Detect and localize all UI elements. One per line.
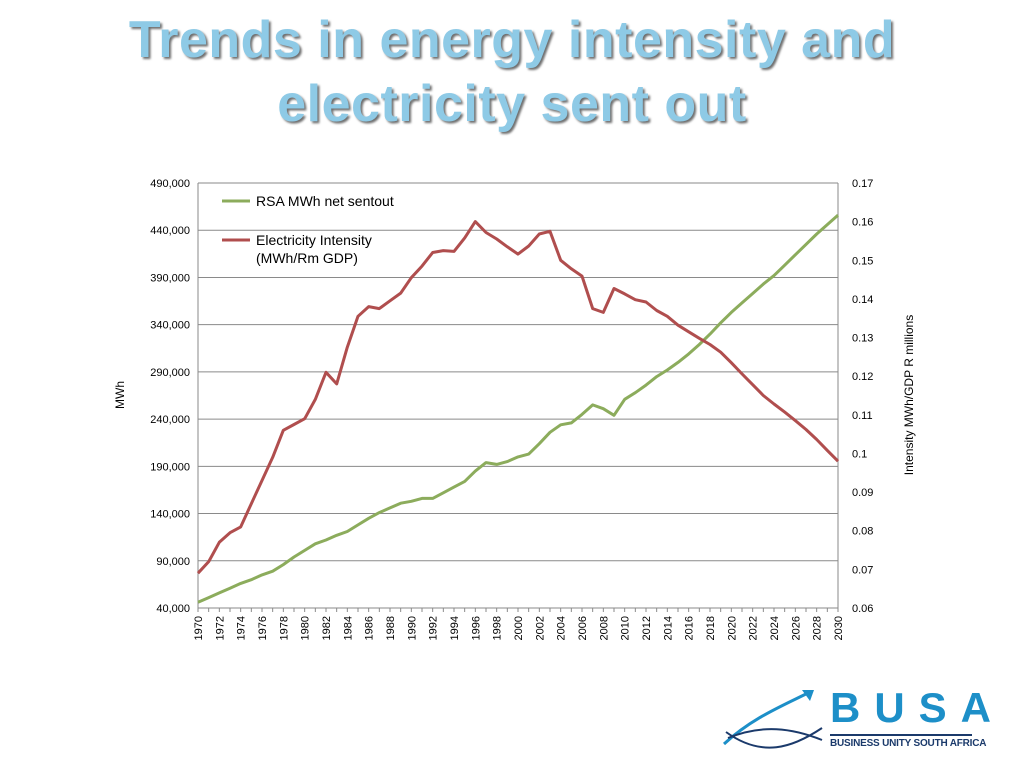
x-tick-label: 1980 xyxy=(300,616,312,640)
x-tick-label: 2024 xyxy=(769,616,781,640)
x-tick-label: 2020 xyxy=(726,616,738,640)
x-tick-label: 1976 xyxy=(257,616,269,640)
x-tick-label: 2006 xyxy=(577,616,589,640)
slide-title-line2: electricity sent out xyxy=(277,75,747,133)
x-tick-label: 1992 xyxy=(428,616,440,640)
busa-swoosh-icon xyxy=(722,690,823,749)
y2-tick-label: 0.12 xyxy=(852,371,873,383)
series-line-intensity xyxy=(196,220,840,575)
y2-tick-label: 0.16 xyxy=(852,217,873,229)
y2-tick-label: 0.11 xyxy=(852,410,873,422)
x-tick-label: 2002 xyxy=(534,616,546,640)
y2-tick-label: 0.15 xyxy=(852,255,873,267)
x-tick-label: 2004 xyxy=(556,616,568,640)
slide-title: Trends in energy intensity and electrici… xyxy=(0,8,1024,136)
x-tick-label: 2000 xyxy=(513,616,525,640)
y-tick-label: 190,000 xyxy=(150,461,190,473)
x-tick-label: 1996 xyxy=(470,616,482,640)
y2-tick-label: 0.14 xyxy=(852,294,873,306)
x-tick-label: 1972 xyxy=(214,616,226,640)
slide-title-line1: Trends in energy intensity and xyxy=(128,11,896,69)
y-tick-label: 340,000 xyxy=(150,320,190,332)
y2-axis-title: Intensity MWh/GDP R millions xyxy=(902,315,916,475)
legend-label-line: Electricity Intensity xyxy=(256,232,372,248)
y2-tick-label: 0.09 xyxy=(852,487,873,499)
series-line-sentout xyxy=(197,213,839,604)
y2-tick-label: 0.17 xyxy=(852,178,873,190)
y-tick-label: 490,000 xyxy=(150,178,190,190)
y-tick-label: 40,000 xyxy=(156,603,190,615)
logo-tagline: BUSINESS UNITY SOUTH AFRICA xyxy=(830,734,986,749)
legend-label: RSA MWh net sentout xyxy=(256,193,394,209)
x-tick-label: 1974 xyxy=(236,616,248,640)
x-tick-label: 1998 xyxy=(492,616,504,640)
x-tick-label: 2016 xyxy=(684,616,696,640)
x-tick-label: 2026 xyxy=(790,616,802,640)
y-tick-label: 90,000 xyxy=(156,556,190,568)
x-tick-label: 2030 xyxy=(833,616,845,640)
y-tick-label: 390,000 xyxy=(150,272,190,284)
x-tick-label: 1978 xyxy=(278,616,290,640)
y-tick-label: 240,000 xyxy=(150,414,190,426)
y-axis-title: MWh xyxy=(113,381,127,409)
y2-tick-label: 0.1 xyxy=(852,448,867,460)
x-tick-label: 2018 xyxy=(705,616,717,640)
legend-label-line: RSA MWh net sentout xyxy=(256,193,394,209)
y-tick-label: 440,000 xyxy=(150,225,190,237)
y2-tick-label: 0.13 xyxy=(852,333,873,345)
y2-tick-label: 0.06 xyxy=(852,603,873,615)
x-tick-label: 1994 xyxy=(449,616,461,640)
x-tick-label: 1986 xyxy=(364,616,376,640)
x-tick-label: 1990 xyxy=(406,616,418,640)
x-tick-label: 1982 xyxy=(321,616,333,640)
logo-wordmark: BUSA xyxy=(830,684,1006,731)
x-tick-label: 2014 xyxy=(662,616,674,640)
x-tick-label: 2012 xyxy=(641,616,653,640)
x-tick-label: 1970 xyxy=(193,616,205,640)
y-tick-label: 140,000 xyxy=(150,509,190,521)
x-tick-label: 2010 xyxy=(620,616,632,640)
legend-label-line: (MWh/Rm GDP) xyxy=(256,250,358,266)
legend-label: Electricity Intensity (MWh/Rm GDP) xyxy=(256,232,372,266)
y-tick-label: 290,000 xyxy=(150,367,190,379)
x-tick-label: 2028 xyxy=(812,616,824,640)
x-tick-label: 1984 xyxy=(342,616,354,640)
y2-tick-label: 0.08 xyxy=(852,526,873,538)
x-tick-label: 2008 xyxy=(598,616,610,640)
x-tick-label: 2022 xyxy=(748,616,760,640)
x-tick-label: 1988 xyxy=(385,616,397,640)
y2-tick-label: 0.07 xyxy=(852,564,873,576)
